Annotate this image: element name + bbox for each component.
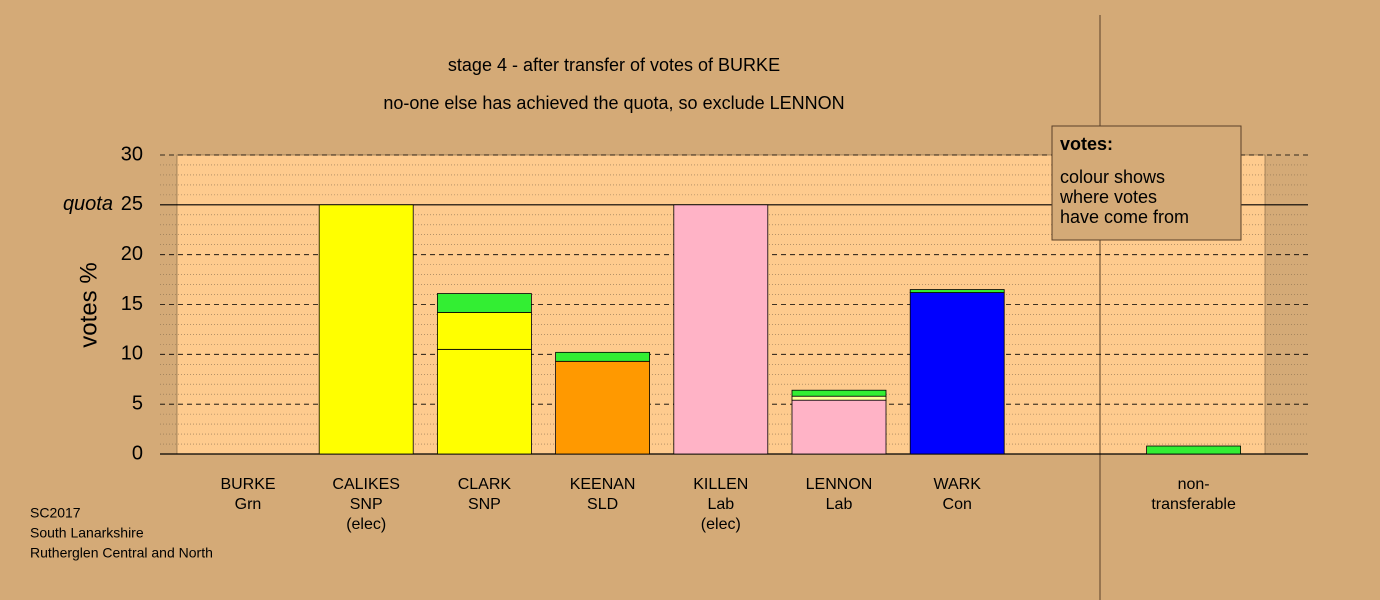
x-tick-label: (elec) [346, 516, 386, 533]
x-tick-label: non- [1178, 476, 1210, 493]
footnote: South Lanarkshire [30, 525, 144, 541]
chart-subtitle: no-one else has achieved the quota, so e… [383, 93, 844, 113]
chart-title: stage 4 - after transfer of votes of BUR… [448, 55, 780, 75]
bar-segment [673, 204, 769, 455]
x-tick-label: WARK [933, 476, 981, 493]
info-box-text: have come from [1060, 207, 1189, 227]
bar-segment [909, 292, 1005, 455]
bar-segment [791, 395, 887, 401]
info-box-title: votes: [1060, 134, 1113, 154]
x-tick-label: BURKE [220, 476, 275, 493]
footnote: Rutherglen Central and North [30, 545, 213, 561]
bar-segment [555, 351, 650, 362]
x-tick-label: SNP [468, 496, 501, 513]
bar-segment [436, 293, 532, 313]
y-axis-label: votes % [75, 262, 102, 347]
bar-segment [1146, 445, 1241, 455]
y-tick-label: 5 [132, 392, 143, 414]
x-tick-label: CLARK [458, 476, 512, 493]
x-tick-label: (elec) [701, 516, 741, 533]
y-tick-label: 15 [121, 293, 143, 315]
x-tick-label: SNP [350, 496, 383, 513]
x-tick-label: KEENAN [570, 476, 636, 493]
x-tick-label: LENNON [806, 476, 873, 493]
bar-segment [791, 389, 887, 397]
x-tick-label: Grn [235, 496, 262, 513]
y-tick-label: 0 [132, 442, 143, 464]
x-tick-label: Lab [826, 496, 853, 513]
y-tick-label: 25 [121, 193, 143, 215]
x-tick-label: Lab [707, 496, 734, 513]
info-box-frame [1051, 125, 1242, 241]
bar-segment [791, 399, 887, 455]
quota-label: quota [63, 193, 113, 215]
bar-segment [318, 204, 414, 455]
x-tick-label: KILLEN [693, 476, 748, 493]
x-tick-label: CALIKES [332, 476, 400, 493]
bar-segment [555, 360, 650, 455]
footnote: SC2017 [30, 505, 81, 521]
x-tick-label: Con [943, 496, 972, 513]
bar-segment [436, 312, 532, 350]
y-tick-label: 20 [121, 243, 143, 265]
x-tick-label: SLD [587, 496, 618, 513]
y-tick-label: 10 [121, 343, 143, 365]
bar-segment [909, 289, 1005, 293]
info-box: votes: colour shows where votes have com… [1051, 125, 1242, 241]
marks: 0 5 10 15 20 25 30 quota BURKE Grn CALIKES SNP (elec… [63, 143, 1308, 533]
bar-segment [436, 348, 532, 455]
info-box-text: colour shows [1060, 167, 1165, 187]
y-tick-label: 30 [121, 143, 143, 165]
x-tick-label: transferable [1151, 496, 1236, 513]
info-box-text: where votes [1059, 187, 1157, 207]
